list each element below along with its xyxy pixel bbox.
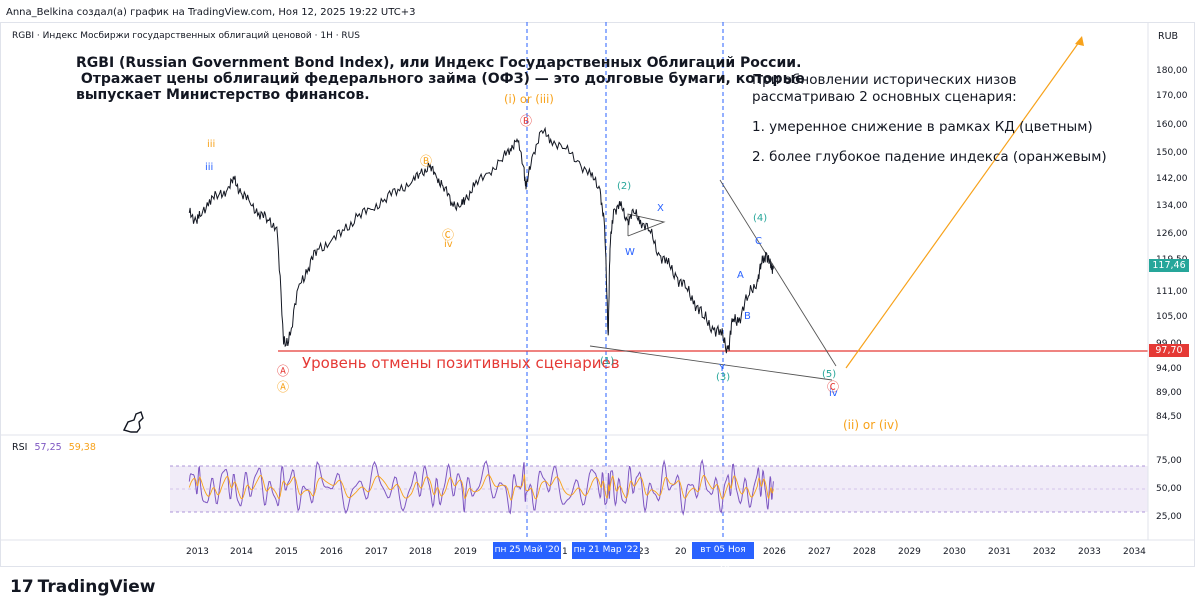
triangle-pattern [627,213,666,237]
y-tick: 94,00 [1156,364,1182,374]
chart-frame [0,22,1195,567]
wave-A-orange: Ⓐ [277,380,290,394]
rsi-legend-name: RSI [12,442,28,453]
wave-w-blue: W [625,247,635,258]
date-badge-2022: пн 21 Мар '22 [572,542,640,559]
y-tick: 84,50 [1156,412,1182,422]
x-tick: 2019 [454,547,477,557]
x-tick: 2030 [943,547,966,557]
y-tick: 142,00 [1156,174,1188,184]
x-tick: 2015 [275,547,298,557]
rsi-tick: 75,00 [1156,456,1182,466]
wave-2-green: (2) [617,181,632,192]
date-badge-2020: пн 25 Май '20 [493,542,561,559]
wave-c-blue: C [755,236,762,247]
dino-icon[interactable] [122,411,144,433]
x-tick: 23 [638,547,650,557]
wave-C-orange: Ⓒ [442,228,455,242]
x-tick: 2027 [808,547,831,557]
x-tick: 2016 [320,547,343,557]
rsi-current-value: 57,25 [34,442,62,453]
x-tick: 2033 [1078,547,1101,557]
wave-4-green: (4) [753,213,768,224]
x-tick: 2026 [763,547,786,557]
main-annotation-line-3: выпускает Министерство финансов. [76,87,370,103]
wave-b-blue: B [744,311,751,322]
wave-1-green: (1) [600,356,615,367]
invalidation-price-badge: 97,70 [1149,344,1189,357]
tradingview-logo-mark: 17 [10,577,34,597]
x-tick: 2014 [230,547,253,557]
y-tick: 160,00 [1156,120,1188,130]
wave-A-red: Ⓐ [277,364,290,378]
orange-projection-line[interactable] [845,37,1083,369]
wave-iv-orange: iv [444,239,453,250]
side-annotation-line-4: 2. более глубокое падение индекса (оранж… [752,149,1107,165]
header-credit: Anna_Belkina создал(а) график на Trading… [6,7,416,18]
lower-trendline[interactable] [589,345,833,381]
wave-iv-blue: iv [829,388,838,399]
x-tick: 2018 [409,547,432,557]
y-tick: 134,00 [1156,201,1188,211]
x-tick: 2028 [853,547,876,557]
invalidation-label: Уровень отмены позитивных сценариев [302,354,620,372]
wave-y-blue: Y [719,363,726,374]
side-annotation-line-3: 1. умеренное снижение в рамках КД (цветн… [752,119,1093,135]
wave-i-or-iii: (i) or (iii) [504,92,554,106]
x-tick: 2017 [365,547,388,557]
wave-x-blue: X [657,203,664,214]
rsi-ma-value: 59,38 [68,442,96,453]
wave-iii-blue: iii [205,162,214,173]
side-annotation-line-2: рассматриваю 2 основных сценария: [752,89,1017,105]
upper-trendline[interactable] [719,179,837,367]
wave-ii-or-iv: (ii) or (iv) [843,418,899,432]
side-annotation-line-1: При обновлении исторических низов [752,72,1017,88]
currency-label: RUB [1158,31,1179,42]
current-price-badge: 117,46 [1149,259,1189,272]
wave-a-blue: A [737,270,744,281]
tradingview-logo-text: TradingView [37,577,156,597]
rsi-tick: 25,00 [1156,512,1182,522]
y-tick: 105,00 [1156,312,1188,322]
x-tick: 20 [675,547,687,557]
x-tick: 2032 [1033,547,1056,557]
rsi-line[interactable] [188,458,774,516]
rsi-ma-line[interactable] [188,474,774,502]
price-series-line[interactable] [188,126,774,354]
main-annotation-line-2: Отражает цены облигаций федерального зай… [76,71,805,87]
main-annotation-line-1: RGBI (Russian Government Bond Index), ил… [76,55,802,71]
wave-iii-orange: iii [207,139,216,150]
y-tick: 126,00 [1156,229,1188,239]
x-tick: 2029 [898,547,921,557]
y-tick: 170,00 [1156,91,1188,101]
wave-B-orange: Ⓑ [420,154,433,168]
wave-3-green: (3) [716,372,731,383]
tradingview-logo[interactable]: 17 TradingView [10,577,155,597]
wave-C-red: Ⓒ [827,380,840,394]
x-tick: 1 [562,547,568,557]
orange-projection-arrowhead [1075,36,1084,46]
main-annotation: RGBI (Russian Government Bond Index), ил… [76,55,805,103]
symbol-line: RGBI · Индекс Мосбиржи государственных о… [12,31,360,41]
x-tick: 2013 [186,547,209,557]
side-annotation: При обновлении исторических низов рассма… [752,72,1107,166]
rsi-legend[interactable]: RSI 57,25 59,38 [12,442,96,453]
y-tick: 180,00 [1156,66,1188,76]
y-tick: 150,00 [1156,148,1188,158]
x-tick: 2031 [988,547,1011,557]
date-badge-2024: вт 05 Ноя '24 [692,542,754,572]
x-tick: 2034 [1123,547,1146,557]
y-tick: 89,00 [1156,388,1182,398]
wave-B-red: Ⓑ [520,114,533,128]
wave-5-green: (5) [822,369,837,380]
y-tick: 111,00 [1156,287,1188,297]
rsi-tick: 50,00 [1156,484,1182,494]
